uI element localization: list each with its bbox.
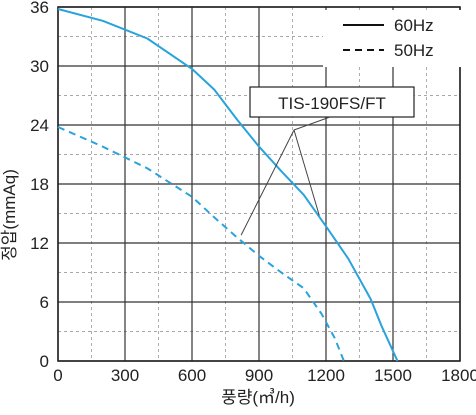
x-tick-label: 1500 [374, 366, 412, 385]
annotation-leader-line [240, 129, 295, 236]
series-line-60Hz [57, 8, 399, 362]
x-axis-title: 풍량(㎥/h) [221, 388, 295, 407]
annotation-leader-line [293, 129, 320, 216]
x-tick-label: 1800 [441, 366, 476, 385]
plot-frame [57, 6, 461, 362]
legend-box [323, 10, 461, 67]
y-tick-label: 18 [30, 175, 49, 194]
series-line-50Hz [57, 126, 345, 362]
series-layer [57, 8, 399, 362]
annotation-leader-line [293, 116, 331, 131]
grid-layer [57, 6, 461, 362]
x-tick-label: 0 [53, 366, 62, 385]
legend-label: 60Hz [394, 16, 434, 35]
y-tick-label: 24 [30, 116, 49, 135]
x-tick-label: 900 [245, 366, 273, 385]
annotation: TIS-190FS/FT [240, 86, 415, 236]
x-tick-label: 600 [178, 366, 206, 385]
tick-layer: 0 300 600 900 1200 1500 1800 0 6 12 18 24 30 36 [30, 0, 476, 385]
legend: 60Hz 50Hz [343, 16, 434, 60]
x-tick-label: 300 [111, 366, 139, 385]
y-tick-label: 0 [40, 352, 49, 371]
annotation-label: TIS-190FS/FT [278, 94, 386, 113]
legend-label: 50Hz [394, 41, 434, 60]
y-tick-label: 36 [30, 0, 49, 17]
x-tick-label: 1200 [307, 366, 345, 385]
y-tick-label: 6 [40, 293, 49, 312]
y-tick-label: 12 [30, 234, 49, 253]
annotation-box [249, 86, 415, 118]
y-tick-label: 30 [30, 57, 49, 76]
y-axis-title: 정압(mmAq) [0, 169, 19, 261]
